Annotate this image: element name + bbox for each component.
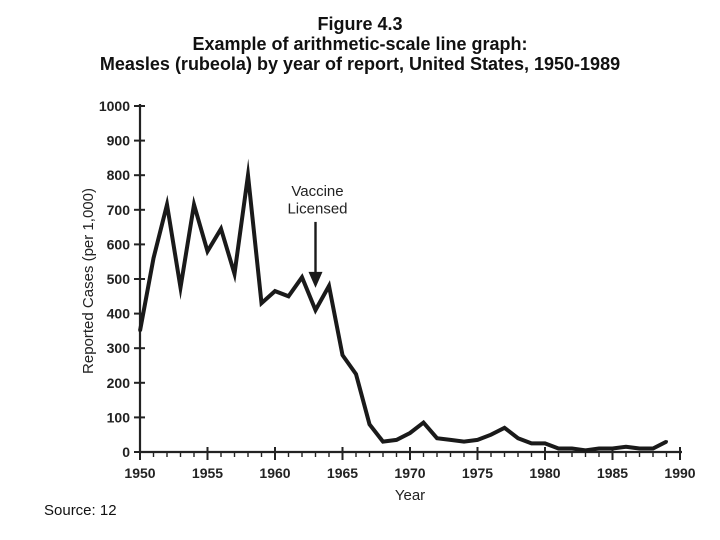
annotation-vaccine-line2: Licensed — [287, 200, 347, 217]
data-point — [449, 438, 452, 442]
data-point — [543, 441, 547, 445]
data-point — [435, 436, 439, 440]
y-tick-label: 700 — [107, 202, 131, 218]
x-tick-label: 1990 — [664, 465, 695, 481]
data-point — [489, 433, 493, 437]
x-axis-title: Year — [395, 487, 425, 504]
y-axis-title: Reported Cases (per 1,000) — [80, 188, 97, 374]
data-point — [165, 203, 169, 207]
data-point — [530, 441, 533, 445]
x-tick-label: 1960 — [259, 465, 290, 481]
figure-title-block: Figure 4.3 Example of arithmetic-scale l… — [0, 14, 720, 74]
x-tick-label: 1980 — [529, 465, 560, 481]
data-point — [273, 289, 277, 293]
data-point — [476, 438, 479, 442]
y-tick-label: 100 — [107, 409, 131, 425]
data-point — [557, 447, 560, 451]
data-point — [152, 256, 155, 260]
data-point — [138, 329, 142, 333]
y-tick-label: 300 — [107, 340, 131, 356]
chart-title: Measles (rubeola) by year of report, Uni… — [99, 54, 621, 74]
x-tick-label: 1955 — [192, 465, 223, 481]
data-point — [570, 447, 574, 451]
annotation-arrow-head — [308, 271, 323, 288]
y-tick-label: 0 — [122, 444, 130, 460]
data-point — [665, 440, 668, 444]
figure-number: Figure 4.3 — [317, 14, 403, 34]
x-tick-label: 1965 — [327, 465, 358, 481]
data-point — [233, 272, 236, 276]
data-point — [287, 294, 290, 298]
data-point — [395, 438, 398, 442]
data-point — [624, 445, 628, 449]
data-point — [381, 440, 385, 444]
x-tick-label: 1970 — [394, 465, 425, 481]
annotation-vaccine-line1: Vaccine — [291, 183, 343, 200]
data-point — [651, 447, 655, 451]
data-point — [327, 284, 331, 288]
data-point — [314, 308, 317, 312]
y-tick-label: 600 — [107, 236, 131, 252]
data-point — [206, 249, 209, 253]
data-point — [368, 422, 371, 426]
data-point — [246, 173, 250, 177]
series-line-measles-cases — [138, 158, 668, 453]
data-point — [516, 436, 520, 440]
y-tick-label: 500 — [107, 271, 131, 287]
y-tick-label: 200 — [107, 375, 131, 391]
data-point — [354, 372, 358, 376]
data-point — [503, 426, 506, 430]
data-point — [192, 203, 196, 207]
data-point — [611, 447, 614, 451]
data-point — [341, 353, 344, 357]
data-point — [179, 286, 182, 290]
data-point — [260, 301, 263, 305]
x-tick-label: 1975 — [462, 465, 493, 481]
y-tick-label: 1000 — [99, 98, 130, 114]
x-tick-label: 1985 — [597, 465, 628, 481]
data-point — [638, 447, 641, 451]
data-point — [584, 448, 587, 452]
figure-subtitle: Example of arithmetic-scale line graph: — [192, 34, 528, 54]
data-point — [300, 275, 304, 279]
data-point — [408, 431, 412, 435]
source-note: Source: 12 — [44, 502, 117, 519]
data-point — [462, 440, 466, 444]
y-tick-label: 800 — [107, 167, 131, 183]
data-point — [422, 421, 425, 425]
data-point — [597, 447, 601, 451]
x-tick-label: 1950 — [124, 465, 155, 481]
y-tick-label: 400 — [107, 306, 131, 322]
y-tick-label: 900 — [107, 133, 131, 149]
data-point — [219, 227, 223, 231]
